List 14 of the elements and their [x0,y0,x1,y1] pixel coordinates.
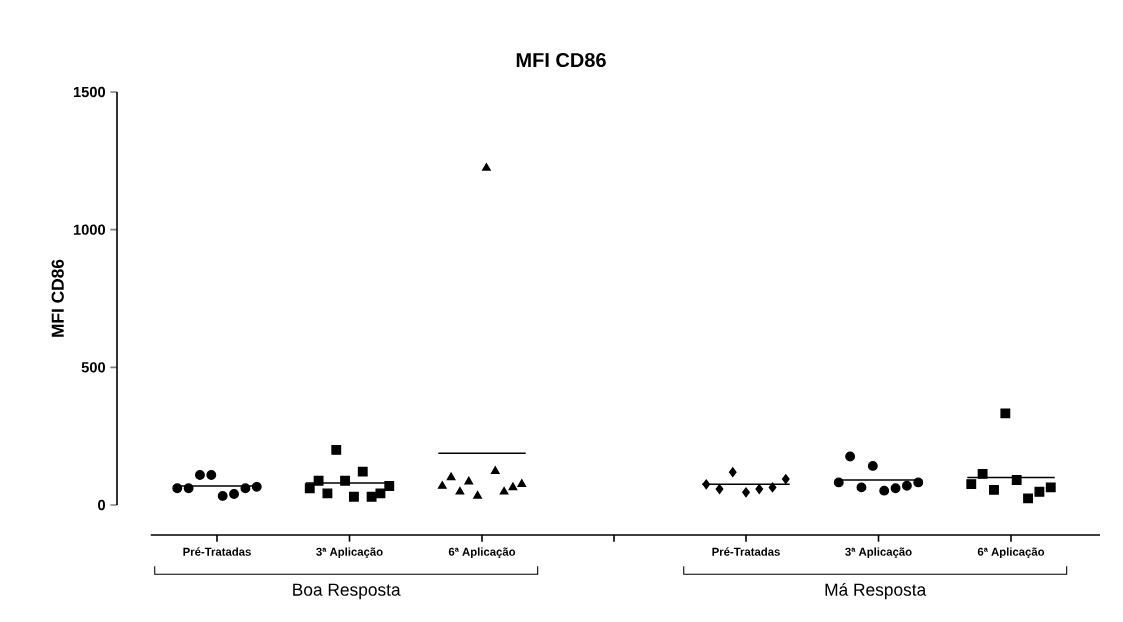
x-tick-label: Pré-Tratadas [183,547,251,556]
x-tick-label: 6ª Aplicação [448,547,516,559]
x-axis-title: Má Resposta [825,582,927,600]
x-axis-title: Boa Resposta [293,583,401,600]
y-tick-label: 500 [81,362,106,373]
x-tick-label: Pré-Tratadas [712,547,780,556]
y-tick-label: 1000 [73,224,106,235]
x-tick-label: 3ª Aplicação [316,547,383,559]
y-tick-label: 1500 [73,86,106,98]
y-tick-label: 0 [98,499,106,511]
x-tick-label: 6ª Aplicação [977,547,1045,559]
y-axis-title: MFI CD86 [51,259,64,337]
x-tick-label: 3ª Aplicação [845,547,912,559]
chart-title: MFI CD86 [516,52,606,68]
